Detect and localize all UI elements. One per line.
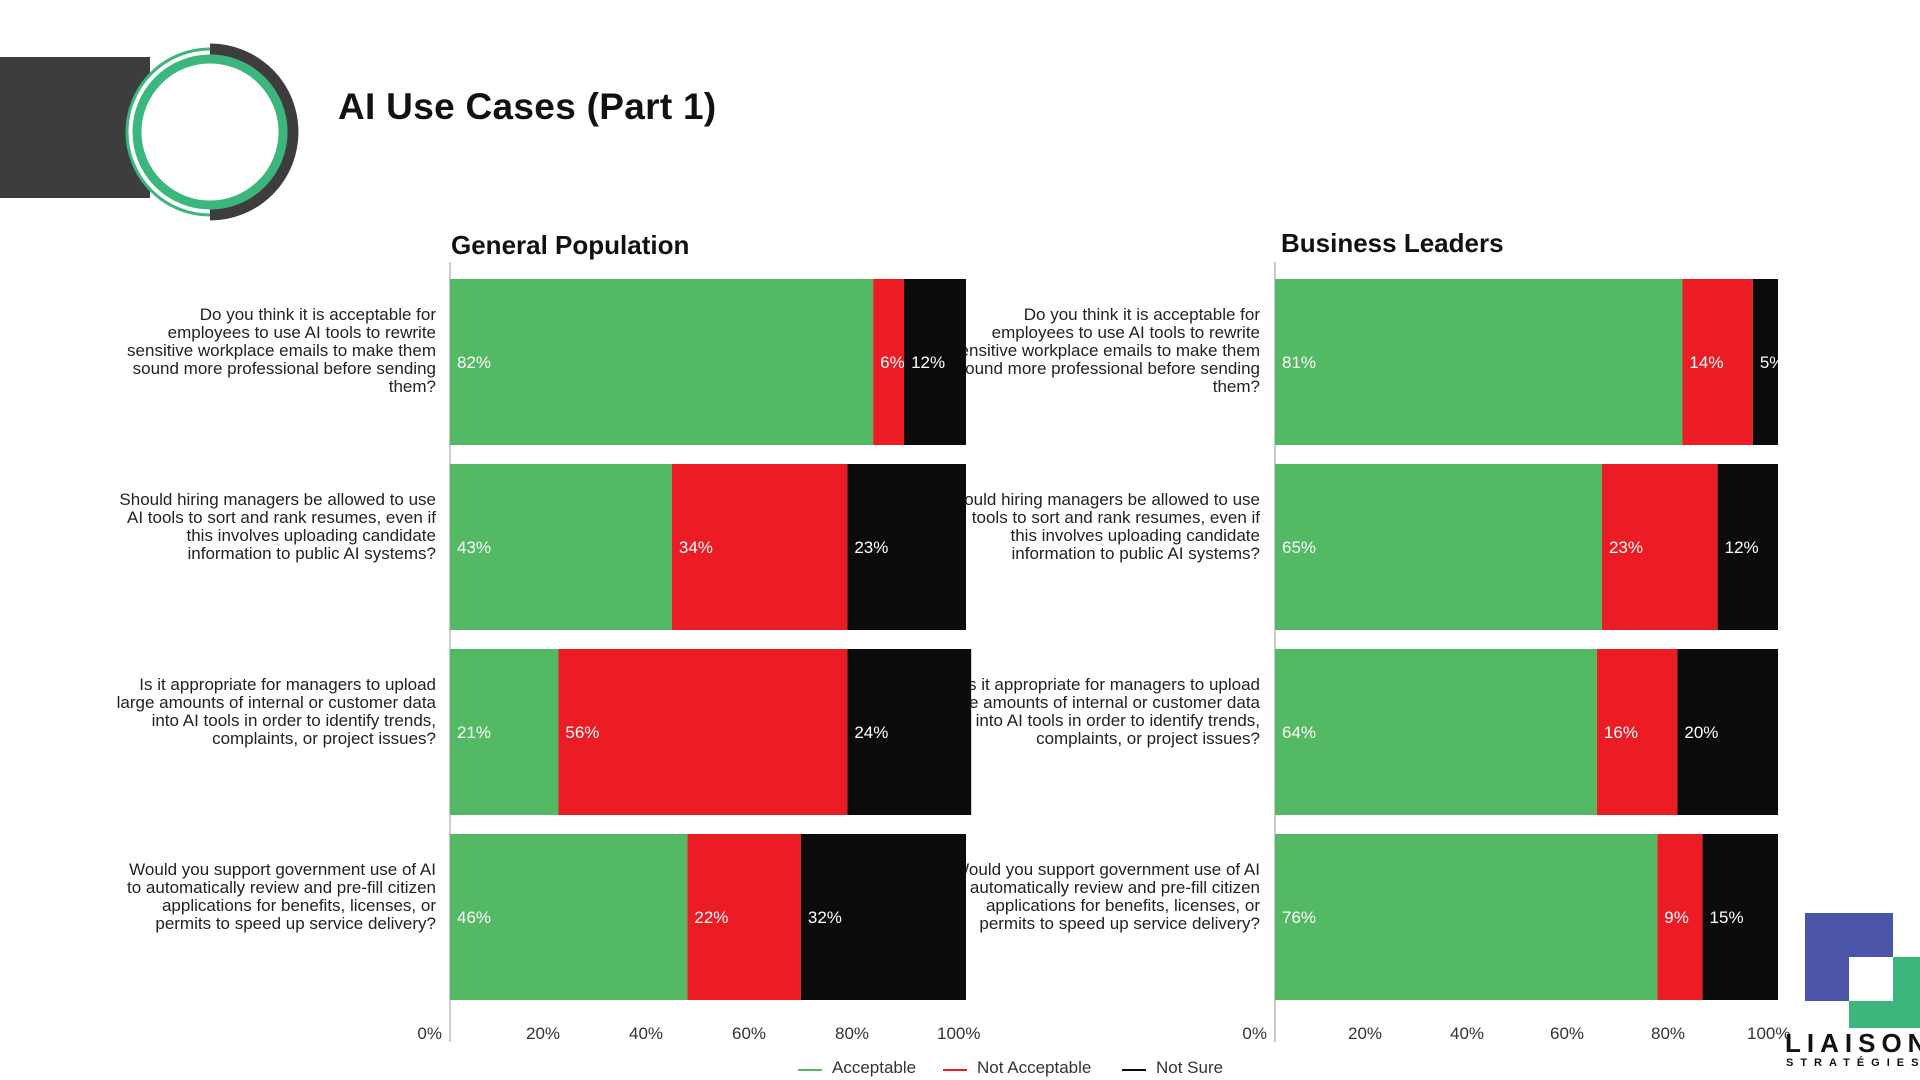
logo-wordmark: LIAISON — [1785, 1028, 1920, 1058]
legend-swatch-acceptable — [798, 1069, 822, 1071]
data-label-bl-q3-acceptable: 64% — [1282, 723, 1316, 742]
bar-gp-q2-acceptable — [450, 464, 672, 630]
bar-bl-q2-acceptable — [1275, 464, 1602, 630]
data-label-bl-q4-not-acceptable: 9% — [1664, 908, 1689, 927]
logo-subtitle: STRATÉGIES — [1786, 1057, 1920, 1069]
bar-gp-q1-not-sure — [904, 279, 966, 445]
page-title: AI Use Cases (Part 1) — [338, 86, 717, 127]
bar-bl-q4-not-sure — [1702, 834, 1778, 1000]
question-label-gp-4: Would you support government use of AI t… — [127, 860, 436, 933]
bar-gp-q2-not-acceptable — [671, 464, 848, 630]
data-label-bl-q4-acceptable: 76% — [1282, 908, 1316, 927]
data-label-bl-q2-not-acceptable: 23% — [1609, 538, 1643, 557]
header-decor-bar — [0, 57, 150, 198]
data-label-gp-q1-not-acceptable: 6% — [880, 353, 905, 372]
data-label-bl-q1-not-acceptable: 14% — [1689, 353, 1723, 372]
data-label-gp-q4-acceptable: 46% — [457, 908, 491, 927]
bar-bl-q4-not-acceptable — [1657, 834, 1703, 1000]
bar-gp-q4-acceptable — [450, 834, 688, 1000]
panel-title-business-leaders: Business Leaders — [1281, 228, 1504, 258]
bar-bl-q2-not-acceptable — [1601, 464, 1718, 630]
data-label-bl-q2-not-sure: 12% — [1725, 538, 1759, 557]
data-label-gp-q3-acceptable: 21% — [457, 723, 491, 742]
bar-gp-q1-acceptable — [450, 279, 874, 445]
x-tick-label-bl-3: 60% — [1550, 1024, 1584, 1043]
x-tick-label-gp-1: 20% — [526, 1024, 560, 1043]
data-label-gp-q4-not-sure: 32% — [808, 908, 842, 927]
bar-gp-q3-acceptable — [450, 649, 559, 815]
bar-gp-q4-not-sure — [800, 834, 966, 1000]
legend-label-acceptable: Acceptable — [832, 1058, 917, 1077]
data-label-gp-q2-not-sure: 23% — [854, 538, 888, 557]
legend-label-not-sure: Not Sure — [1156, 1058, 1224, 1077]
question-label-bl-1: Do you think it is acceptable for employ… — [951, 305, 1260, 396]
data-label-gp-q2-not-acceptable: 34% — [679, 538, 713, 557]
data-label-gp-q3-not-acceptable: 56% — [565, 723, 599, 742]
bar-bl-q1-acceptable — [1275, 279, 1683, 445]
bar-gp-q1-not-acceptable — [873, 279, 905, 445]
bar-gp-q4-not-acceptable — [687, 834, 801, 1000]
bar-bl-q3-not-sure — [1677, 649, 1778, 815]
bar-gp-q3-not-acceptable — [558, 649, 848, 815]
panel-title-general-population: General Population — [451, 230, 690, 260]
legend-swatch-not-sure — [1122, 1069, 1146, 1071]
x-tick-label-gp-3: 60% — [732, 1024, 766, 1043]
data-label-gp-q1-not-sure: 12% — [911, 353, 945, 372]
x-tick-label-gp-0: 0% — [417, 1024, 442, 1043]
x-tick-label-gp-2: 40% — [629, 1024, 663, 1043]
x-tick-label-bl-5: 100% — [1747, 1024, 1790, 1043]
data-label-bl-q4-not-sure: 15% — [1710, 908, 1744, 927]
data-label-bl-q3-not-acceptable: 16% — [1604, 723, 1638, 742]
x-tick-label-bl-4: 80% — [1651, 1024, 1685, 1043]
data-label-bl-q1-not-sure: 5% — [1760, 353, 1785, 372]
bar-bl-q3-acceptable — [1275, 649, 1597, 815]
bar-bl-q1-not-sure — [1752, 279, 1778, 445]
data-label-bl-q2-acceptable: 65% — [1282, 538, 1316, 557]
data-label-gp-q4-not-acceptable: 22% — [694, 908, 728, 927]
liaison-logo-icon — [1805, 913, 1920, 1028]
question-label-bl-2: Should hiring managers be allowed to use… — [943, 490, 1260, 563]
bar-bl-q2-not-sure — [1717, 464, 1778, 630]
legend-label-not-acceptable: Not Acceptable — [977, 1058, 1092, 1077]
bar-gp-q3-not-sure — [847, 649, 972, 815]
x-tick-label-gp-4: 80% — [835, 1024, 869, 1043]
bar-bl-q3-not-acceptable — [1596, 649, 1678, 815]
header-ring-icon — [125, 43, 299, 221]
data-label-bl-q3-not-sure: 20% — [1684, 723, 1718, 742]
data-label-bl-q1-acceptable: 81% — [1282, 353, 1316, 372]
question-label-gp-2: Should hiring managers be allowed to use… — [119, 490, 436, 563]
bar-gp-q2-not-sure — [847, 464, 966, 630]
bar-bl-q4-acceptable — [1275, 834, 1658, 1000]
legend-swatch-not-acceptable — [943, 1069, 967, 1071]
question-label-bl-3: Is it appropriate for managers to upload… — [940, 675, 1260, 748]
x-tick-label-gp-5: 100% — [937, 1024, 980, 1043]
question-label-gp-1: Do you think it is acceptable for employ… — [127, 305, 436, 396]
x-tick-label-bl-0: 0% — [1242, 1024, 1267, 1043]
data-label-gp-q1-acceptable: 82% — [457, 353, 491, 372]
x-tick-label-bl-2: 40% — [1450, 1024, 1484, 1043]
bar-bl-q1-not-acceptable — [1682, 279, 1753, 445]
chart-legend: Acceptable Not Acceptable Not Sure — [0, 1058, 1920, 1080]
data-label-gp-q2-acceptable: 43% — [457, 538, 491, 557]
x-tick-label-bl-1: 20% — [1348, 1024, 1382, 1043]
question-label-gp-3: Is it appropriate for managers to upload… — [116, 675, 436, 748]
data-label-gp-q3-not-sure: 24% — [854, 723, 888, 742]
question-label-bl-4: Would you support government use of AI t… — [951, 860, 1260, 933]
